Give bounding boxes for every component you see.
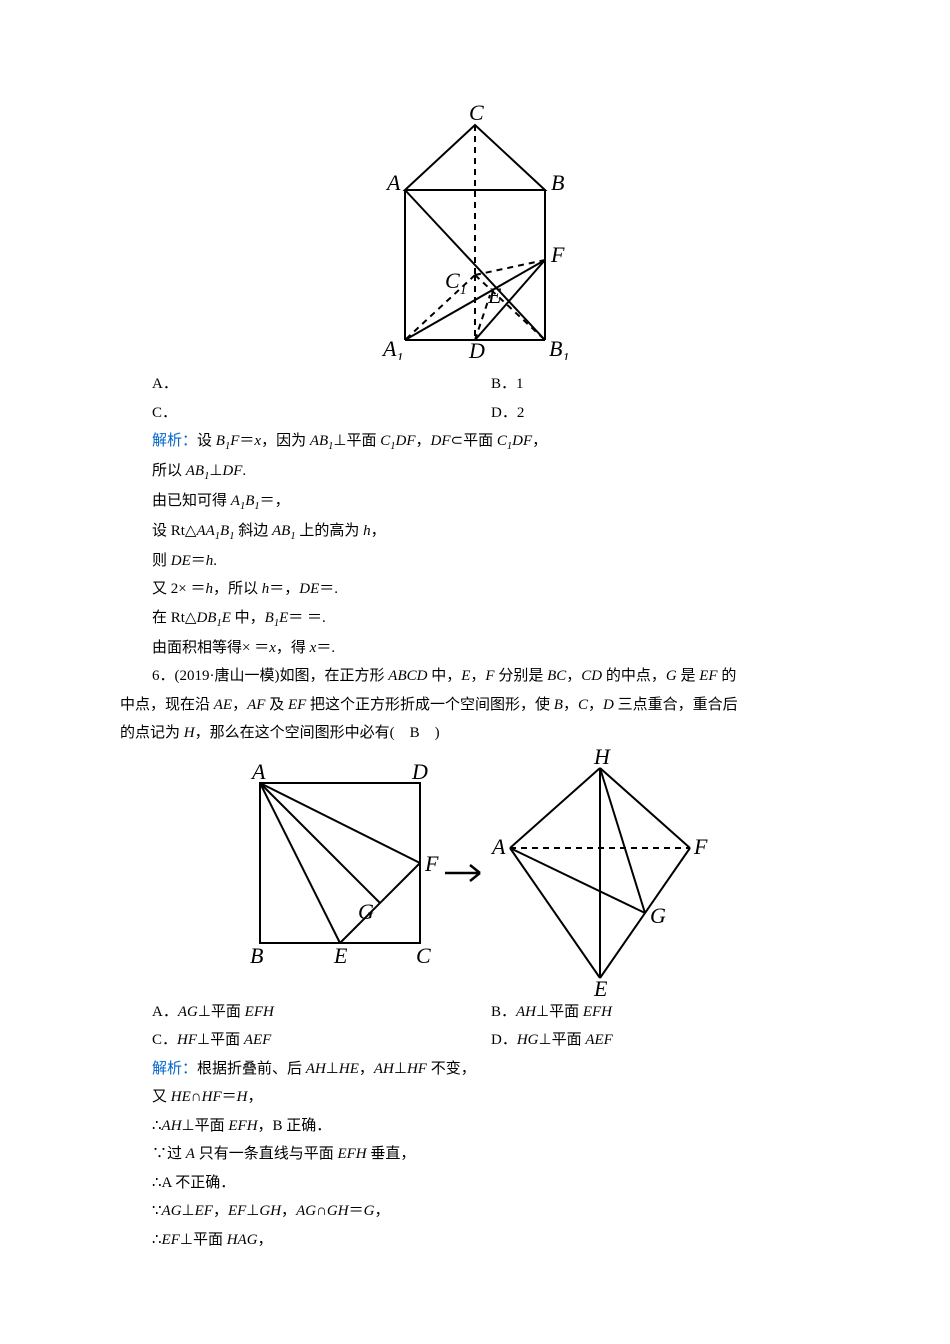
figure-folded: H A F G E (490, 748, 710, 998)
svg-text:E: E (333, 943, 348, 968)
q6-opt-D: D．HG⊥平面 AEF (491, 1026, 830, 1055)
q5-solution: 解析：设 B1F＝x，因为 AB1⊥平面 C1DF，DF⊂平面 C1DF， 所以… (120, 427, 830, 662)
q6-sol-6: ∵AG⊥EF，EF⊥GH，AG∩GH＝G， (152, 1197, 830, 1226)
q6-number: 6． (152, 668, 175, 684)
figure-prism: C A B F C1 E A1 D B1 (365, 100, 585, 360)
q6-solution: 解析：根据折叠前、后 AH⊥HE，AH⊥HF 不变， 又 HE∩HF＝H， ∴A… (120, 1055, 830, 1255)
svg-text:C: C (416, 943, 431, 968)
q5-sol-line4: 设 Rt△AA1B1 斜边 AB1 上的高为 h， (152, 517, 830, 547)
svg-text:D: D (411, 763, 428, 784)
q5-opt-A: A． (152, 370, 491, 399)
q5-sol-line3: 由已知可得 A1B1＝， (152, 487, 830, 517)
q5-opt-B: B．1 (491, 370, 830, 399)
q6-opt-A: A．AG⊥平面 EFH (152, 998, 491, 1027)
q6-sol-1: 解析：根据折叠前、后 AH⊥HE，AH⊥HF 不变， (152, 1055, 830, 1084)
q6-sol-4: ∵过 A 只有一条直线与平面 EFH 垂直， (152, 1140, 830, 1169)
figure-fold: A D F G B E C (120, 748, 830, 998)
svg-text:F: F (424, 851, 439, 876)
svg-text:H: H (593, 748, 611, 769)
svg-text:G: G (650, 903, 666, 928)
solution-label: 解析： (152, 1061, 197, 1077)
q6-opt-B: B．AH⊥平面 EFH (491, 998, 830, 1027)
q5-sol-line8: 由面积相等得× ＝x，得 x＝. (152, 634, 830, 663)
q6-sol-3: ∴AH⊥平面 EFH，B 正确． (152, 1112, 830, 1141)
label-B: B (551, 170, 564, 195)
label-C: C (469, 100, 484, 125)
q6-sol-5: ∴A 不正确． (152, 1169, 830, 1198)
q5-sol-line6: 又 2× ＝h，所以 h＝，DE＝. (152, 575, 830, 604)
arrow-icon (440, 853, 490, 893)
label-A: A (385, 170, 401, 195)
q6-options: A．AG⊥平面 EFH B．AH⊥平面 EFH C．HF⊥平面 AEF D．HG… (120, 998, 830, 1055)
solution-label: 解析： (152, 433, 197, 449)
q5-sol-line2: 所以 AB1⊥DF. (152, 457, 830, 487)
q6-answer: B (410, 725, 420, 741)
svg-text:E: E (593, 976, 608, 998)
q5-opt-C: C． (152, 399, 491, 428)
svg-text:B: B (250, 943, 263, 968)
svg-text:F: F (693, 834, 708, 859)
label-F: F (550, 242, 565, 267)
svg-text:G: G (358, 899, 374, 924)
svg-text:A: A (490, 834, 506, 859)
svg-text:A: A (250, 763, 266, 784)
q6-line2: 中点，现在沿 AE，AF 及 EF 把这个正方形折成一个空间图形，使 B，C，D… (120, 691, 830, 720)
q6-sol-2: 又 HE∩HF＝H， (152, 1083, 830, 1112)
q6-stem: 6．(2019·唐山一模)如图，在正方形 ABCD 中，E，F 分别是 BC，C… (120, 662, 830, 748)
q5-opt-D: D．2 (491, 399, 830, 428)
q5-options: A． B．1 C． D．2 (120, 370, 830, 427)
q6-line3: 的点记为 H，那么在这个空间图形中必有( B ) (120, 719, 830, 748)
figure-square: A D F G B E C (240, 763, 440, 983)
label-D: D (468, 338, 485, 360)
q6-line1: 6．(2019·唐山一模)如图，在正方形 ABCD 中，E，F 分别是 BC，C… (120, 662, 830, 691)
page: C A B F C1 E A1 D B1 A． B．1 C． D．2 解析：设 … (0, 0, 950, 1344)
label-A1: A1 (381, 336, 403, 360)
label-E: E (487, 283, 502, 308)
q6-sol-7: ∴EF⊥平面 HAG， (152, 1226, 830, 1255)
q5-sol-line7: 在 Rt△DB1E 中，B1E＝ ＝. (152, 604, 830, 634)
q5-sol-line1: 解析：设 B1F＝x，因为 AB1⊥平面 C1DF，DF⊂平面 C1DF， (152, 427, 830, 457)
q6-opt-C: C．HF⊥平面 AEF (152, 1026, 491, 1055)
label-B1: B1 (549, 336, 569, 360)
q5-sol-line5: 则 DE＝h. (152, 547, 830, 576)
q6-source: (2019·唐山一模) (175, 668, 280, 684)
